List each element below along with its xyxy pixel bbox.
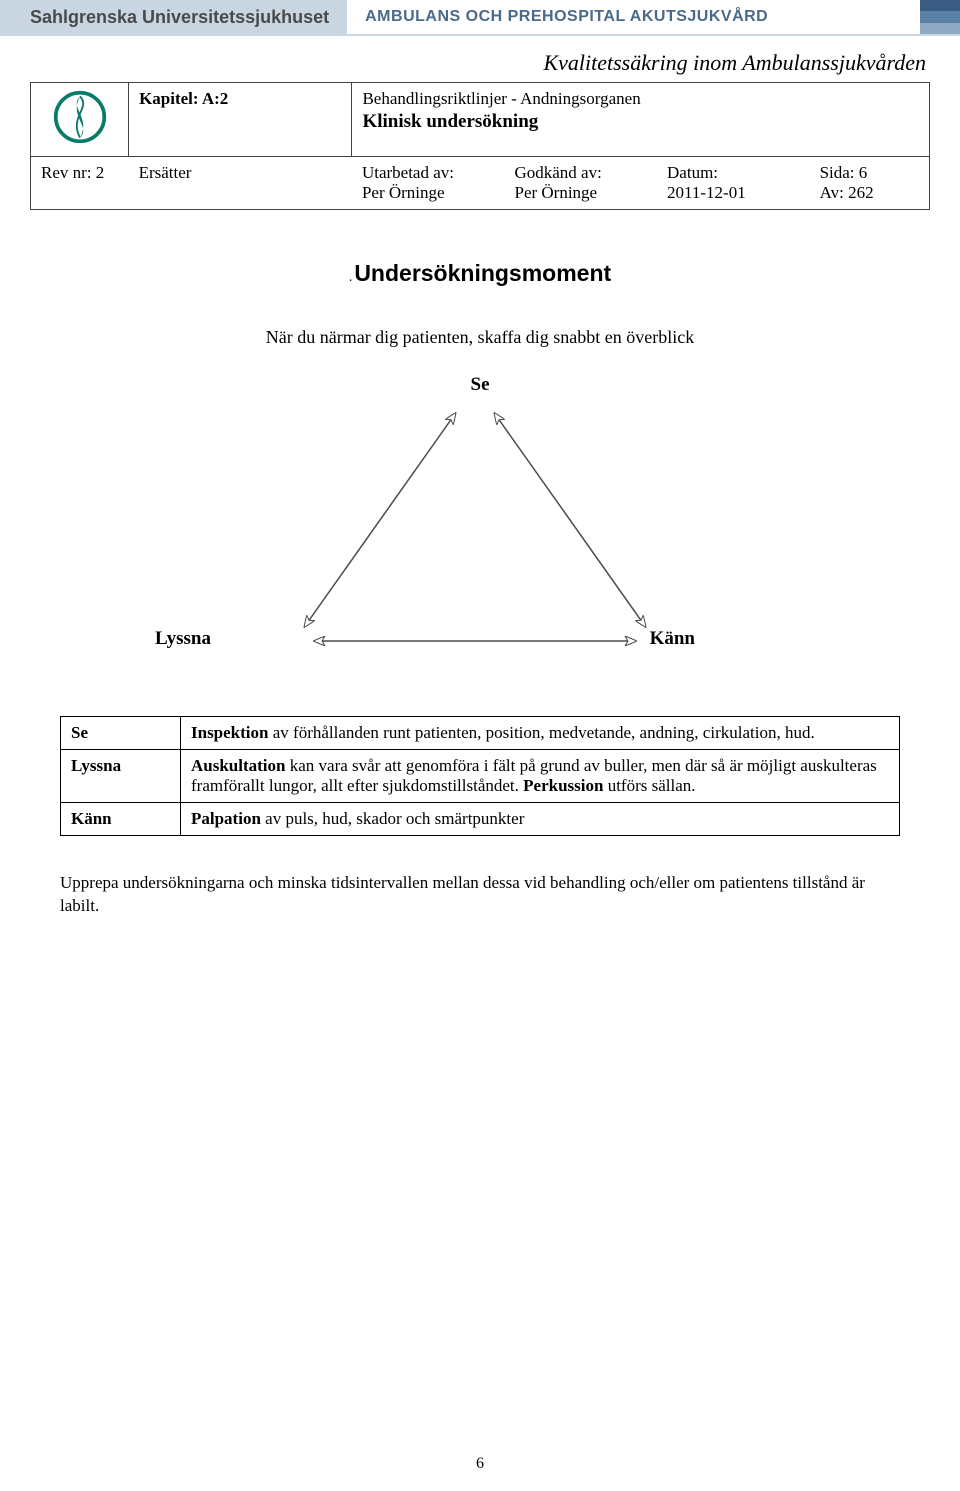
org-banner: Sahlgrenska Universitetssjukhuset AMBULA… [0,0,960,36]
bold-term: Inspektion [191,723,268,742]
page-number: 6 [476,1455,484,1473]
triangle-diagram: Se Lyssna Känn [120,376,840,676]
section-title: .Undersökningsmoment [60,260,900,287]
godkand-value: Per Örninge [514,183,597,202]
ersatter: Ersätter [129,157,352,210]
desc-line-1: Behandlingsriktlinjer - Andningsorganen [362,89,919,109]
av-label: Av: 262 [820,183,874,202]
table-row: Känn Palpation av puls, hud, skador och … [61,803,900,836]
desc-line-2: Klinisk undersökning [362,111,919,133]
triangle-svg [120,376,840,676]
diagram-label-left: Lyssna [155,628,211,650]
section-title-text: Undersökningsmoment [354,260,611,286]
diagram-label-top: Se [471,374,490,396]
banner-accent [920,0,960,34]
desc-cell: Auskultation kan vara svår att genomföra… [181,750,900,803]
datum-label: Datum: [667,163,800,183]
table-row: Lyssna Auskultation kan vara svår att ge… [61,750,900,803]
utarbetad-value: Per Örninge [362,183,445,202]
kapitel-label: Kapitel: A:2 [129,83,352,157]
examination-table: Se Inspektion av förhållanden runt patie… [60,716,900,836]
table-row: Se Inspektion av förhållanden runt patie… [61,717,900,750]
godkand-label: Godkänd av: [514,163,647,183]
org-name-right: AMBULANS OCH PREHOSPITAL AKUTSJUKVÅRD [347,0,920,34]
sida: Sida: 6 Av: 262 [810,157,930,210]
datum-value: 2011-12-01 [667,183,746,202]
intro-text: När du närmar dig patienten, skaffa dig … [60,327,900,348]
doc-header-table: Kapitel: A:2 Behandlingsriktlinjer - And… [30,82,930,210]
header-description: Behandlingsriktlinjer - Andningsorganen … [352,83,930,157]
desc-cell: Palpation av puls, hud, skador och smärt… [181,803,900,836]
utarbetad-av: Utarbetad av: Per Örninge [352,157,505,210]
rev-nr: Rev nr: 2 [31,157,129,210]
desc-cell: Inspektion av förhållanden runt patiente… [181,717,900,750]
bold-term-2: Perkussion [523,776,603,795]
desc-text-end: utförs sällan. [603,776,695,795]
bold-term: Auskultation [191,756,285,775]
diagram-label-right: Känn [650,628,695,650]
org-name-left: Sahlgrenska Universitetssjukhuset [0,0,347,34]
sida-label: Sida: 6 [820,163,919,183]
datum: Datum: 2011-12-01 [657,157,810,210]
desc-text: av puls, hud, skador och smärtpunkter [261,809,524,828]
closing-paragraph: Upprepa undersökningarna och minska tids… [60,872,900,918]
godkand-av: Godkänd av: Per Örninge [504,157,657,210]
utarbetad-label: Utarbetad av: [362,163,495,183]
term-cell: Känn [61,803,181,836]
term-cell: Lyssna [61,750,181,803]
bold-term: Palpation [191,809,261,828]
qa-title: Kvalitetssäkring inom Ambulanssjukvården [30,50,926,76]
logo-cell [31,83,129,157]
term-cell: Se [61,717,181,750]
desc-text: av förhållanden runt patienten, position… [268,723,814,742]
hospital-logo-icon [52,89,108,145]
